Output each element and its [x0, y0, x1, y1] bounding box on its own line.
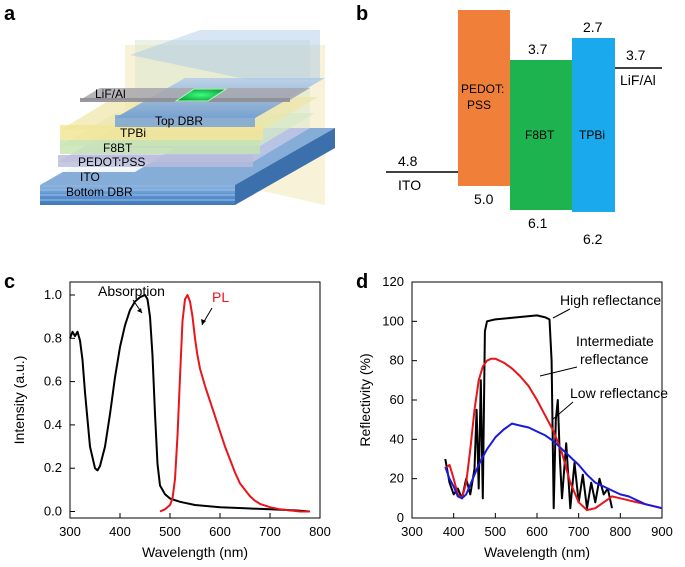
chart-c-ytick-label: 0.2 [44, 460, 62, 475]
f8bt-label: F8BT [525, 128, 555, 142]
chart-d-annotation-low: Low reflectance [570, 385, 668, 401]
chart-c-annotation-absorption: Absorption [98, 283, 165, 299]
panel-label-b: b [356, 3, 368, 25]
panel-a-device-stack: LiF/Al Top DBR TPBi F8BT PEDOT:PSS ITO B… [40, 30, 335, 205]
chart-d-xtick-label: 300 [401, 524, 423, 539]
chart-d-intermediate-arrow [539, 366, 578, 377]
chart-d-series-low-reflectance [444, 422, 663, 510]
chart-c-frame [69, 281, 321, 519]
lif-al-name: LiF/Al [620, 72, 656, 88]
chart-d-xtick-label: 700 [568, 524, 590, 539]
chart-c-xtick-label: 400 [109, 524, 131, 539]
tpbi-bottom-value: 6.2 [583, 231, 603, 247]
pedot-pss-bottom-value: 5.0 [474, 191, 494, 207]
layer-label-pedot-pss: PEDOT:PSS [78, 155, 145, 169]
chart-d-high-arrow [552, 308, 571, 319]
chart-d-xtick-label: 800 [609, 524, 631, 539]
pedot-pss-label-line1: PEDOT: [461, 82, 504, 96]
chart-d: 300 400 500 600 700 800 900 0 20 40 60 80 100 120 Wav… [357, 274, 673, 560]
chart-c-ytick-label: 0.6 [44, 374, 62, 389]
chart-c-annotation-pl: PL [212, 289, 229, 305]
chart-d-ytick-label: 0 [397, 510, 404, 525]
tpbi-bar [572, 38, 615, 212]
layer-label-bottom-dbr: Bottom DBR [66, 185, 133, 199]
f8bt-top-value: 3.7 [528, 41, 548, 57]
chart-d-ytick-label: 100 [382, 313, 404, 328]
pedot-pss-bar [458, 10, 510, 186]
chart-d-annotation-high: High reflectance [560, 292, 661, 308]
chart-c-absorption-arrowhead [137, 308, 142, 313]
chart-c-xtick-label: 300 [59, 524, 81, 539]
panel-label-d: d [356, 271, 368, 293]
bottom-dbr-side-face [235, 128, 335, 205]
tpbi-label: TPBi [579, 128, 605, 142]
chart-c-xtick-label: 600 [209, 524, 231, 539]
layer-label-ito: ITO [80, 170, 100, 184]
chart-d-ytick-label: 120 [382, 274, 404, 289]
lif-al-level-value: 3.7 [626, 47, 646, 63]
chart-d-ytick-label: 60 [390, 392, 404, 407]
chart-d-low-arrow [551, 401, 574, 421]
chart-d-series-high-reflectance [444, 314, 613, 510]
chart-d-xtick-label: 400 [443, 524, 465, 539]
chart-d-ytick-label: 80 [390, 353, 404, 368]
panel-label-c: c [4, 271, 15, 293]
chart-c-pl-arrowhead [201, 319, 206, 325]
chart-d-ytick-label: 40 [390, 431, 404, 446]
layer-label-top-dbr: Top DBR [155, 114, 203, 128]
chart-c-xtick-label: 700 [259, 524, 281, 539]
panel-label-a: a [4, 3, 16, 25]
chart-d-annotation-intermediate-line2: reflectance [580, 351, 649, 367]
chart-c-xtick-label: 500 [159, 524, 181, 539]
layer-label-f8bt: F8BT [103, 141, 133, 155]
layer-label-tpbi: TPBi [120, 126, 146, 140]
f8bt-bar [510, 60, 572, 210]
ito-name: ITO [398, 177, 421, 193]
chart-d-ytick-label: 20 [390, 471, 404, 486]
chart-c-series-pl [159, 294, 310, 513]
chart-c-ytick-label: 0.4 [44, 417, 62, 432]
chart-c: 300 400 500 600 700 800 0.0 0.2 0.4 0.6 0.8 1.0 Wav… [11, 281, 331, 560]
chart-d-ylabel: Reflectivity (%) [357, 353, 373, 446]
chart-d-xlabel: Wavelength (nm) [484, 544, 590, 560]
chart-c-ytick-label: 0.0 [44, 504, 62, 519]
chart-c-xtick-label: 800 [309, 524, 331, 539]
chart-c-xlabel: Wavelength (nm) [142, 544, 248, 560]
emission-pixel [174, 88, 228, 102]
chart-d-annotation-intermediate-line1: Intermediate [576, 333, 654, 349]
chart-d-xtick-label: 500 [484, 524, 506, 539]
f8bt-bottom-value: 6.1 [528, 215, 548, 231]
panel-b-energy-diagram: 4.8 ITO PEDOT: PSS 5.0 F8BT 3.7 6.1 TPBi… [386, 10, 662, 247]
tpbi-top-value: 2.7 [583, 19, 603, 35]
layer-label-lif-al: LiF/Al [95, 87, 126, 101]
chart-d-xtick-label: 600 [526, 524, 548, 539]
chart-c-series-absorption [69, 294, 311, 513]
ito-level-value: 4.8 [398, 153, 418, 169]
chart-d-series-intermediate-reflectance [444, 357, 663, 512]
pedot-pss-label-line2: PSS [467, 98, 491, 112]
chart-c-ytick-label: 0.8 [44, 330, 62, 345]
chart-d-xtick-label: 900 [651, 524, 673, 539]
chart-c-ylabel: Intensity (a.u.) [11, 356, 27, 445]
chart-c-ytick-label: 1.0 [44, 287, 62, 302]
